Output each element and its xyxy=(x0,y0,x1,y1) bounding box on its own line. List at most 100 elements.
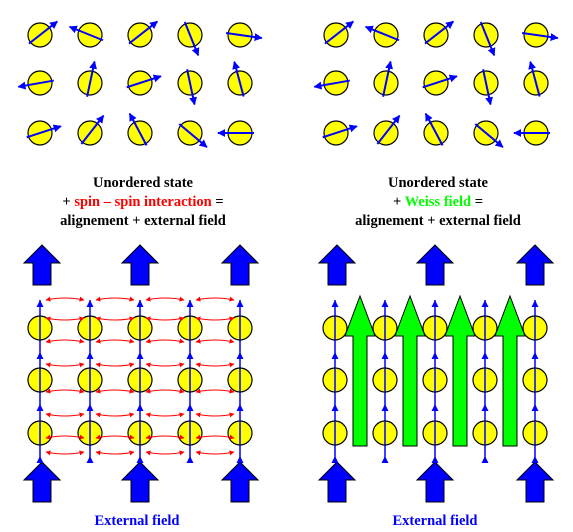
field-line-arrowhead xyxy=(481,352,489,359)
spin-interaction-label: spin – spin interaction xyxy=(74,194,211,210)
field-line-arrowhead xyxy=(431,404,439,411)
spin xyxy=(422,70,458,96)
field-line-arrowhead xyxy=(381,352,389,359)
external-field-arrow-icon xyxy=(515,461,555,503)
spin xyxy=(177,69,203,106)
field-line-arrowhead xyxy=(431,300,439,307)
interaction-double-arrow-icon xyxy=(145,316,185,322)
weiss-field-label: Weiss field xyxy=(405,194,471,210)
spin-arrow xyxy=(322,124,358,139)
spin xyxy=(126,70,162,96)
external-field-arrow-icon xyxy=(22,461,62,503)
field-line-arrowhead xyxy=(36,456,44,463)
spin xyxy=(521,22,559,48)
right-external-field-label: External field xyxy=(393,513,478,529)
spin-arrow xyxy=(313,79,350,90)
right-caption-line3: alignement + external field xyxy=(355,213,521,229)
spin xyxy=(473,69,499,106)
left-caption-line2: + spin – spin interaction = xyxy=(62,194,223,210)
field-line-arrowhead xyxy=(236,404,244,411)
interaction-double-arrow-icon xyxy=(145,338,185,344)
spin xyxy=(26,120,62,146)
spin xyxy=(423,112,449,146)
interaction-double-arrow-icon xyxy=(45,362,85,368)
spin xyxy=(373,115,401,146)
spin xyxy=(513,120,550,146)
left-caption: Unordered state + spin – spin interactio… xyxy=(60,175,226,229)
field-line-arrowhead xyxy=(86,300,94,307)
field-line-arrowhead xyxy=(236,456,244,463)
interaction-double-arrow-icon xyxy=(95,412,135,418)
field-line-arrowhead xyxy=(331,456,339,463)
spin-arrow xyxy=(376,115,401,145)
field-line-arrowhead xyxy=(331,300,339,307)
spin-arrow xyxy=(232,60,245,97)
left-caption-suffix: = xyxy=(212,194,224,210)
spin-arrow xyxy=(521,32,559,42)
spin xyxy=(423,20,454,48)
right-caption: Unordered state + Weiss field = aligneme… xyxy=(355,175,521,229)
spin-arrow xyxy=(183,21,200,57)
aligned-spins-left xyxy=(27,296,253,463)
spin xyxy=(127,20,158,48)
spin xyxy=(322,120,358,146)
spin-arrow xyxy=(479,21,496,57)
interaction-double-arrow-icon xyxy=(145,412,185,418)
spin-arrow xyxy=(128,20,158,45)
spin xyxy=(77,60,103,97)
spin-arrow xyxy=(178,123,208,148)
field-line-arrowhead xyxy=(136,404,144,411)
interaction-double-arrow-icon xyxy=(95,338,135,344)
field-line-arrowhead xyxy=(481,456,489,463)
spin xyxy=(127,112,153,146)
right-caption-prefix: + xyxy=(393,194,405,210)
external-field-arrow-icon xyxy=(515,244,555,286)
spin-arrow xyxy=(528,60,541,97)
spin xyxy=(364,22,400,48)
spin-arrow xyxy=(86,60,97,97)
spin-arrow xyxy=(422,74,458,89)
spin xyxy=(17,70,54,96)
field-line-arrowhead xyxy=(86,456,94,463)
field-line-arrowhead xyxy=(136,456,144,463)
interaction-double-arrow-icon xyxy=(95,434,135,440)
external-field-arrow-icon xyxy=(220,244,260,286)
field-line-arrowhead xyxy=(481,404,489,411)
spin xyxy=(373,60,399,97)
spin xyxy=(473,120,504,148)
left-caption-prefix: + xyxy=(62,194,74,210)
field-line-arrowhead xyxy=(36,300,44,307)
weiss-field-arrow-icon xyxy=(394,294,426,447)
spin xyxy=(177,21,203,57)
spin xyxy=(227,60,253,97)
left-caption-line3: alignement + external field xyxy=(60,213,226,229)
field-line-arrowhead xyxy=(236,300,244,307)
left-external-field-label: External field xyxy=(95,513,180,529)
spin-arrow xyxy=(474,123,504,148)
spin-arrow xyxy=(28,20,58,45)
spin xyxy=(77,115,105,146)
field-line-arrowhead xyxy=(86,352,94,359)
spin-interaction-arrows xyxy=(45,296,235,456)
interaction-double-arrow-icon xyxy=(145,388,185,394)
interaction-double-arrow-icon xyxy=(195,362,235,368)
interaction-double-arrow-icon xyxy=(95,316,135,322)
spin-arrow xyxy=(186,69,197,106)
interaction-double-arrow-icon xyxy=(45,434,85,440)
spin xyxy=(177,120,208,148)
spin xyxy=(225,22,263,48)
spin-arrow xyxy=(128,112,148,146)
spin-arrow xyxy=(80,115,105,145)
external-field-arrow-icon xyxy=(120,461,160,503)
aligned-spins-right xyxy=(322,294,548,463)
field-line-arrowhead xyxy=(331,352,339,359)
interaction-double-arrow-icon xyxy=(195,434,235,440)
field-line-arrowhead xyxy=(136,352,144,359)
interaction-double-arrow-icon xyxy=(95,450,135,456)
field-line-arrowhead xyxy=(186,300,194,307)
field-line-arrowhead xyxy=(381,300,389,307)
right-caption-line2: + Weiss field = xyxy=(393,194,483,210)
spin xyxy=(313,70,350,96)
right-caption-suffix: = xyxy=(471,194,483,210)
